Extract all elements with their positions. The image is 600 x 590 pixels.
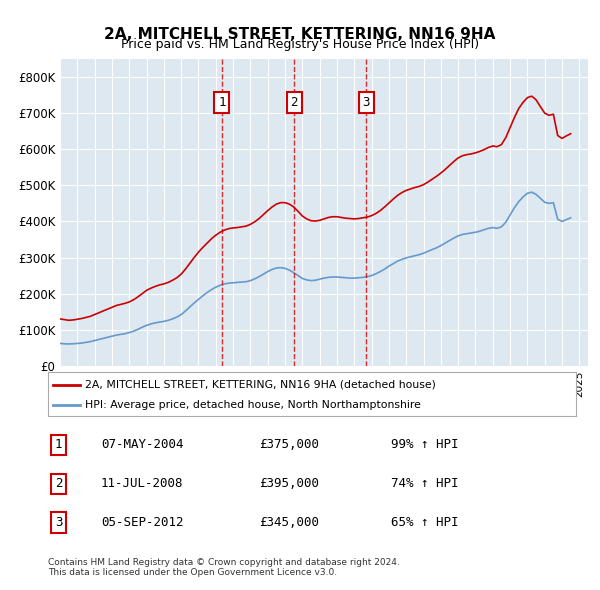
Text: 1: 1 [218, 96, 226, 109]
Text: 2A, MITCHELL STREET, KETTERING, NN16 9HA: 2A, MITCHELL STREET, KETTERING, NN16 9HA [104, 27, 496, 41]
Text: £375,000: £375,000 [259, 438, 319, 451]
Text: Contains HM Land Registry data © Crown copyright and database right 2024.
This d: Contains HM Land Registry data © Crown c… [48, 558, 400, 577]
Text: £395,000: £395,000 [259, 477, 319, 490]
Text: 99% ↑ HPI: 99% ↑ HPI [391, 438, 459, 451]
Text: HPI: Average price, detached house, North Northamptonshire: HPI: Average price, detached house, Nort… [85, 400, 421, 410]
Text: 65% ↑ HPI: 65% ↑ HPI [391, 516, 459, 529]
Text: Price paid vs. HM Land Registry's House Price Index (HPI): Price paid vs. HM Land Registry's House … [121, 38, 479, 51]
Text: 11-JUL-2008: 11-JUL-2008 [101, 477, 184, 490]
Text: 3: 3 [55, 516, 62, 529]
Text: 3: 3 [362, 96, 370, 109]
Text: 74% ↑ HPI: 74% ↑ HPI [391, 477, 459, 490]
Text: 2A, MITCHELL STREET, KETTERING, NN16 9HA (detached house): 2A, MITCHELL STREET, KETTERING, NN16 9HA… [85, 380, 436, 390]
Text: 2: 2 [290, 96, 298, 109]
Text: 1: 1 [55, 438, 62, 451]
Text: 05-SEP-2012: 05-SEP-2012 [101, 516, 184, 529]
Text: 2: 2 [55, 477, 62, 490]
Text: 07-MAY-2004: 07-MAY-2004 [101, 438, 184, 451]
Text: £345,000: £345,000 [259, 516, 319, 529]
